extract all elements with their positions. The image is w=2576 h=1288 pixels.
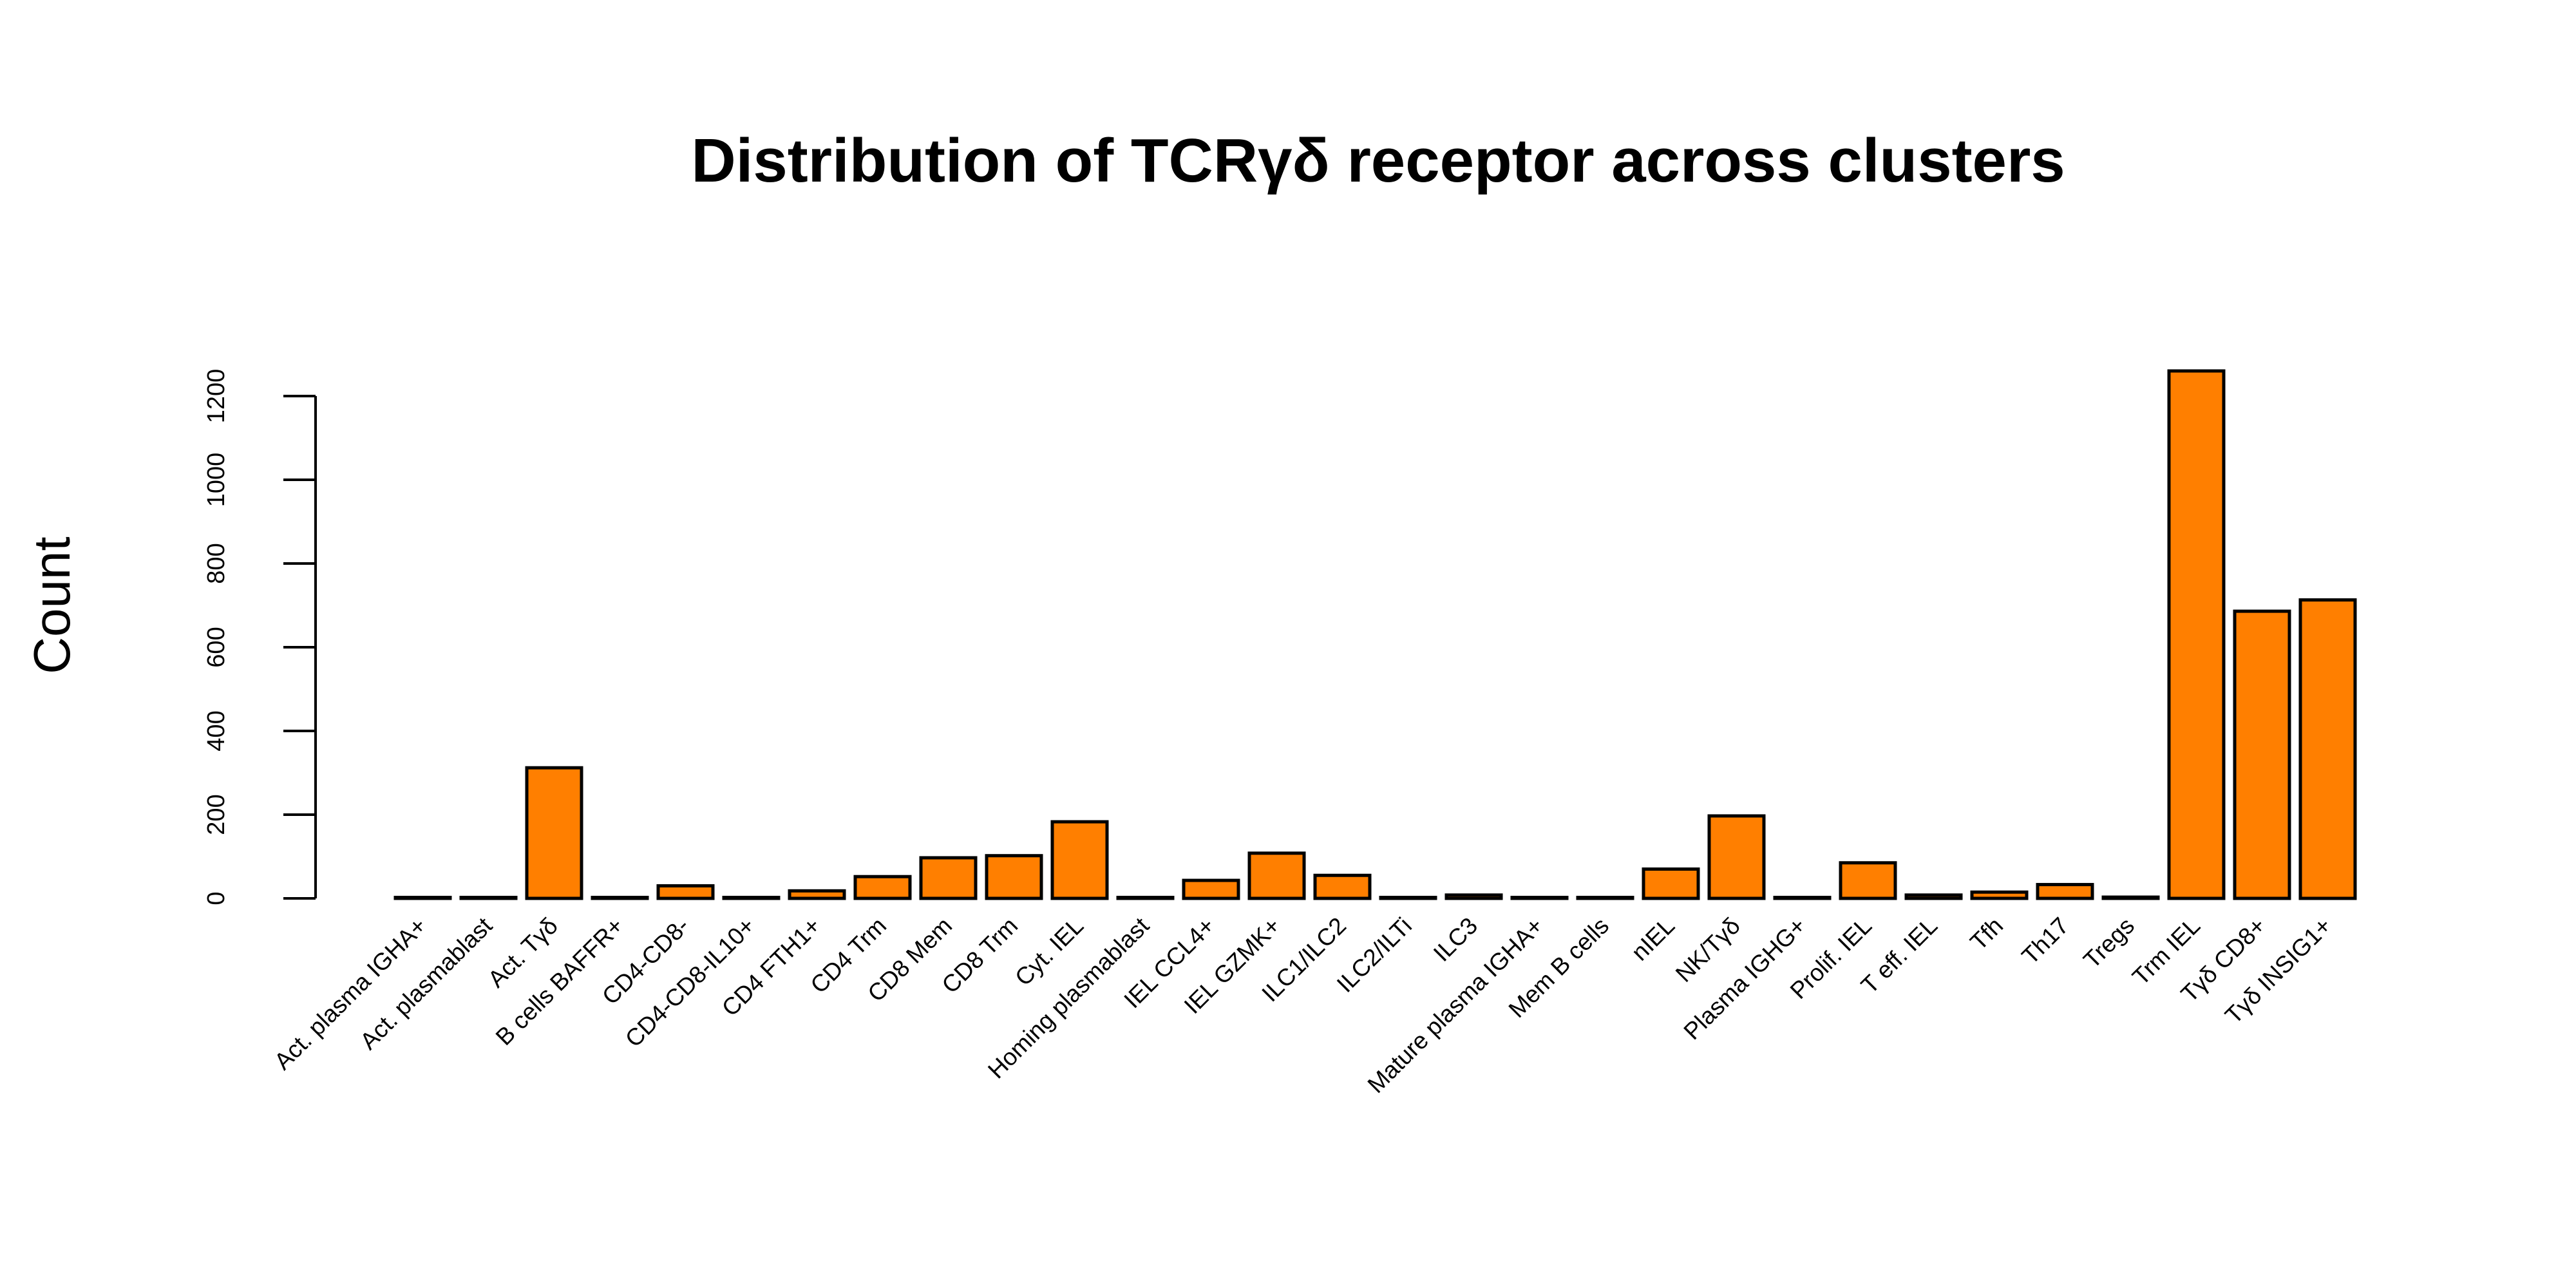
x-tick-label: nIEL [1626, 913, 1680, 966]
bar [1904, 893, 1963, 900]
bar [1970, 890, 2029, 900]
y-axis-label: Count [23, 536, 80, 674]
bars [393, 369, 2357, 900]
bar [1444, 893, 1503, 900]
bar [1116, 896, 1175, 900]
bar [1247, 851, 1306, 900]
bar [853, 875, 912, 900]
x-tick-label: Tfh [1965, 913, 2008, 956]
y-tick-label: 200 [203, 794, 230, 835]
bar [788, 889, 846, 900]
bar [2167, 369, 2226, 900]
bar [2298, 598, 2357, 900]
x-tick-label: ILC3 [1428, 913, 1482, 967]
bar [1576, 896, 1634, 900]
x-tick-label: Th17 [2017, 913, 2074, 970]
y-tick-label: 400 [203, 710, 230, 751]
bar [656, 884, 715, 900]
bar [1050, 820, 1109, 900]
y-tick-label: 800 [203, 543, 230, 583]
bar [2233, 609, 2291, 900]
x-tick-label: Tregs [2078, 913, 2139, 974]
bar [1510, 896, 1569, 900]
bar [722, 896, 781, 900]
bar [525, 766, 583, 900]
bar [1839, 861, 1897, 900]
bar [393, 896, 452, 900]
bar [1642, 867, 1700, 900]
bar [1182, 878, 1240, 900]
y-tick-label: 1000 [203, 453, 230, 507]
bar [1773, 896, 1832, 900]
y-axis: 0 200 400 600 800 1000 1200 [203, 369, 317, 905]
chart-title: Distribution of TCRγδ receptor across cl… [691, 126, 2065, 195]
bar [919, 856, 978, 900]
bar [2101, 895, 2160, 900]
bar [1313, 873, 1372, 900]
bar [1707, 814, 1766, 900]
bar [459, 896, 518, 900]
bar [1379, 896, 1437, 900]
bar [985, 854, 1043, 900]
bar [2036, 883, 2094, 900]
bar [591, 896, 649, 900]
y-tick-label: 0 [203, 891, 230, 905]
y-tick-label: 1200 [203, 369, 230, 424]
y-tick-label: 600 [203, 627, 230, 667]
